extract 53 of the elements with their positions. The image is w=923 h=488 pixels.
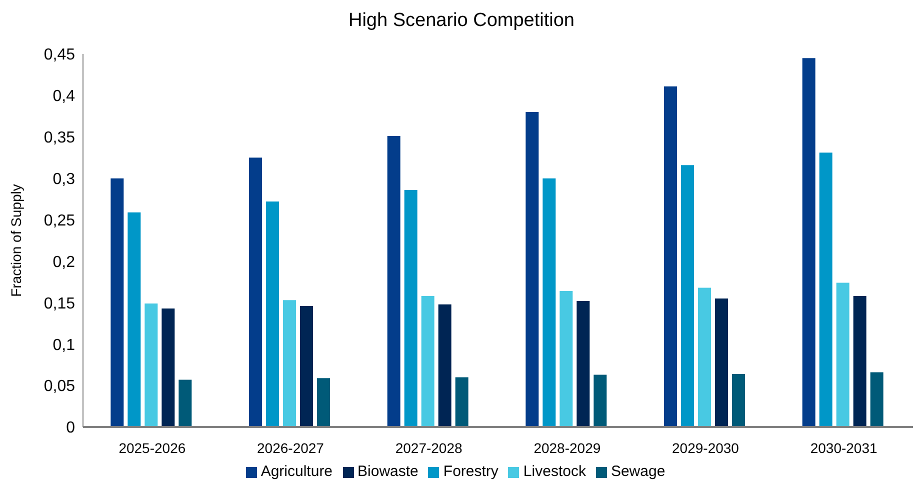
y-tick-label: 0,35 (44, 130, 76, 147)
legend-label: Agriculture (260, 463, 333, 480)
bar (178, 380, 192, 427)
bar (128, 212, 141, 427)
bar (560, 291, 573, 427)
bar (249, 158, 262, 427)
y-tick-label: 0,45 (44, 46, 76, 64)
x-tick-label: 2029-2030 (672, 440, 740, 456)
bar (870, 372, 884, 427)
bar (802, 58, 816, 427)
legend-label: Livestock (523, 463, 586, 480)
bar (576, 301, 590, 427)
bar (455, 377, 468, 427)
y-tick-label: 0,3 (52, 171, 76, 188)
bar (387, 136, 400, 427)
bar (283, 300, 296, 427)
bar (162, 308, 175, 427)
y-tick-label: 0 (66, 420, 76, 437)
bar (715, 298, 728, 427)
bar (836, 282, 850, 427)
bar (526, 112, 539, 427)
bar (110, 178, 124, 427)
y-tick-label: 0,1 (52, 336, 76, 354)
bar (698, 288, 711, 427)
bar (317, 378, 330, 427)
bar (664, 86, 677, 427)
bar (404, 190, 418, 427)
chart-title: High Scenario Competition (347, 9, 576, 33)
bar (819, 152, 832, 427)
x-tick-label: 2026-2027 (257, 440, 324, 456)
legend-label: Sewage (610, 463, 666, 480)
bar (421, 296, 434, 427)
y-tick-label: 0,4 (52, 88, 76, 106)
bar (853, 296, 866, 427)
legend-label: Forestry (443, 463, 498, 480)
y-tick-label: 0,15 (44, 295, 76, 312)
x-tick-label: 2028-2029 (534, 440, 601, 456)
bar (681, 165, 694, 427)
legend-label: Biowaste (358, 463, 418, 480)
bar (732, 374, 745, 427)
y-axis-title: Fraction of Supply (8, 184, 24, 297)
x-tick-label: 2025-2026 (118, 440, 186, 456)
bar (266, 202, 279, 427)
bar (300, 306, 313, 427)
bar (542, 178, 556, 427)
bar (438, 304, 452, 427)
bar (594, 374, 607, 427)
x-tick-label: 2030-2031 (810, 440, 878, 456)
y-tick-label: 0,2 (52, 254, 76, 271)
bar (144, 303, 158, 427)
x-tick-label: 2027-2028 (395, 440, 463, 456)
y-tick-label: 0,25 (44, 212, 76, 230)
y-tick-label: 0,05 (44, 378, 76, 396)
